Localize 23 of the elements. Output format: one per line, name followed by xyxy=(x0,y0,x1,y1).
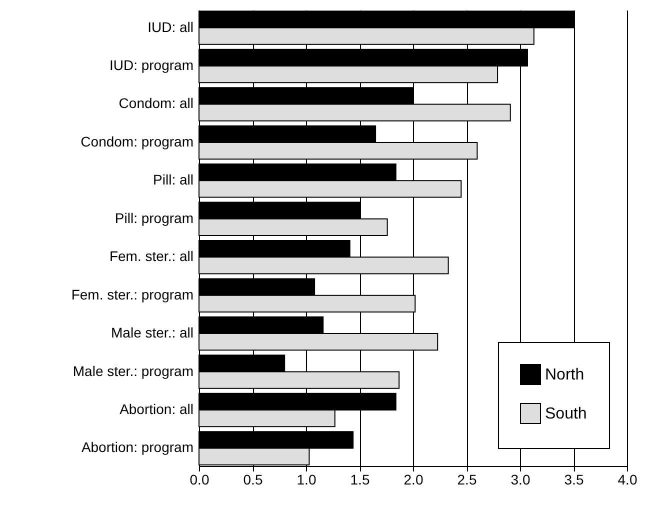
x-tick-label: 4.0 xyxy=(618,472,638,488)
x-tick-label: 0.0 xyxy=(190,472,210,488)
x-tick-label: 3.5 xyxy=(564,472,584,488)
y-tick-label: Abortion: program xyxy=(81,439,194,456)
y-tick-label: Pill: program xyxy=(114,210,194,226)
x-tick-label: 1.5 xyxy=(350,472,370,488)
y-tick-label: Fem. ster.: all xyxy=(109,248,194,264)
legend-label: North xyxy=(545,366,584,384)
y-tick-label: Condom: program xyxy=(80,133,194,150)
legend-label: South xyxy=(545,406,587,422)
y-tick-label: Male ster.: all xyxy=(111,324,194,341)
y-tick-label: Pill: all xyxy=(153,172,194,188)
y-tick-label: Condom: all xyxy=(118,95,194,112)
x-tick-label: 1.0 xyxy=(296,472,316,488)
x-tick-label: 0.5 xyxy=(243,472,263,488)
y-tick-label: Fem. ster.: program xyxy=(71,286,194,302)
y-tick-label: Male ster.: program xyxy=(72,362,194,379)
y-tick-label: Abortion: all xyxy=(120,401,194,418)
x-tick-label: 2.5 xyxy=(457,472,477,488)
y-tick-label: IUD: program xyxy=(109,56,194,73)
x-tick-label: 2.0 xyxy=(404,472,424,488)
y-tick-label: IUD: all xyxy=(148,18,194,35)
x-tick-label: 3.0 xyxy=(510,472,530,488)
